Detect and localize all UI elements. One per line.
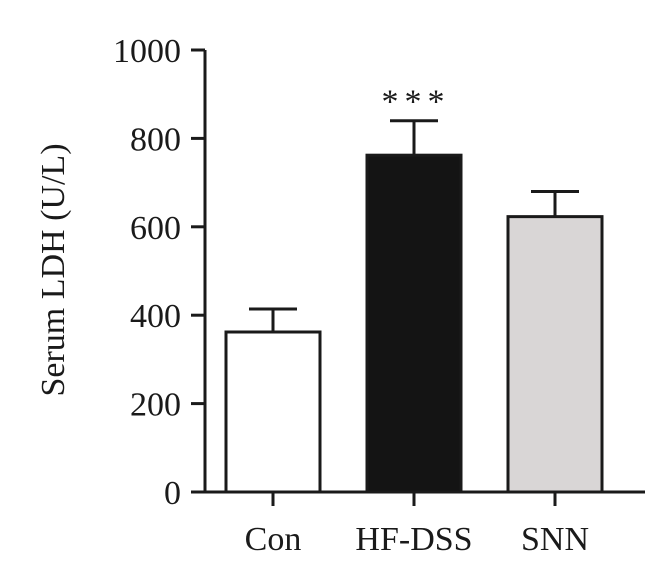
bar-snn (506, 215, 604, 494)
x-axis: Con HF-DSS SNN (203, 490, 645, 558)
y-axis-label: Serum LDH (U/L) (35, 143, 72, 396)
y-tick-label: 200 (130, 387, 181, 424)
y-tick-label: 800 (130, 121, 181, 158)
x-tick-label: Con (245, 521, 302, 558)
bar-con (224, 330, 322, 494)
significance-label: *** (382, 84, 451, 121)
y-tick-label: 400 (130, 298, 181, 335)
x-tick-label: SNN (521, 521, 589, 558)
bars-group: *** (224, 84, 604, 494)
y-tick-label: 0 (164, 475, 181, 512)
y-tick-label: 1000 (113, 33, 181, 70)
y-axis: 0 200 400 600 800 1000 (113, 33, 207, 512)
bar-hf-dss (365, 153, 463, 494)
x-tick-label: HF-DSS (355, 521, 472, 558)
y-tick-label: 600 (130, 210, 181, 247)
